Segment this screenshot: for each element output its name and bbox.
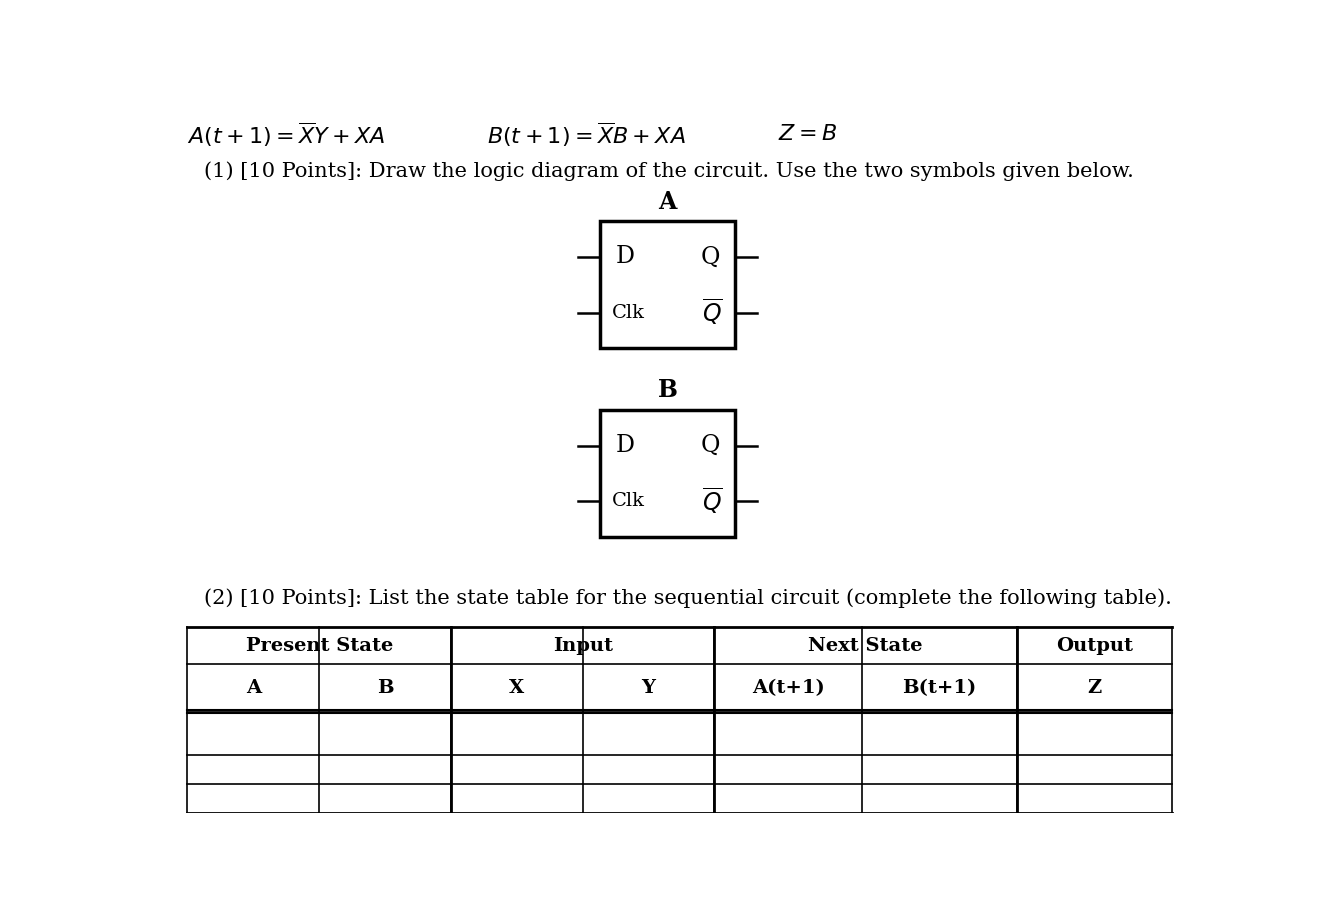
Text: D: D	[615, 434, 634, 457]
Text: B: B	[377, 679, 394, 697]
Bar	[599, 221, 736, 348]
Text: B(t+1): B(t+1)	[902, 679, 976, 697]
Text: Z: Z	[1087, 679, 1102, 697]
Text: D: D	[615, 245, 634, 269]
Text: X: X	[509, 679, 525, 697]
Text: A: A	[245, 679, 261, 697]
Bar	[599, 410, 736, 537]
Text: $B(t + 1) = \overline{X}B + XA$: $B(t + 1) = \overline{X}B + XA$	[488, 120, 687, 149]
Text: $A(t + 1) = \overline{X}Y + XA$: $A(t + 1) = \overline{X}Y + XA$	[187, 120, 386, 149]
Text: A(t+1): A(t+1)	[752, 679, 825, 697]
Text: $\overline{Q}$: $\overline{Q}$	[703, 298, 723, 328]
Text: $\overline{Q}$: $\overline{Q}$	[703, 486, 723, 516]
Text: Q: Q	[700, 245, 720, 269]
Text: (2) [10 Points]: List the state table for the sequential circuit (complete the f: (2) [10 Points]: List the state table fo…	[204, 589, 1172, 609]
Text: Output: Output	[1055, 636, 1132, 654]
Text: Input: Input	[553, 636, 613, 654]
Text: Present State: Present State	[245, 636, 392, 654]
Text: B: B	[658, 378, 678, 402]
Text: Y: Y	[642, 679, 655, 697]
Text: A: A	[659, 189, 676, 214]
Text: Clk: Clk	[613, 493, 646, 510]
Text: (1) [10 Points]: Draw the logic diagram of the circuit. Use the two symbols give: (1) [10 Points]: Draw the logic diagram …	[204, 162, 1134, 181]
Text: Q: Q	[700, 434, 720, 457]
Text: Next State: Next State	[809, 636, 923, 654]
Text: $Z = B$: $Z = B$	[778, 123, 837, 145]
Text: Clk: Clk	[613, 303, 646, 322]
